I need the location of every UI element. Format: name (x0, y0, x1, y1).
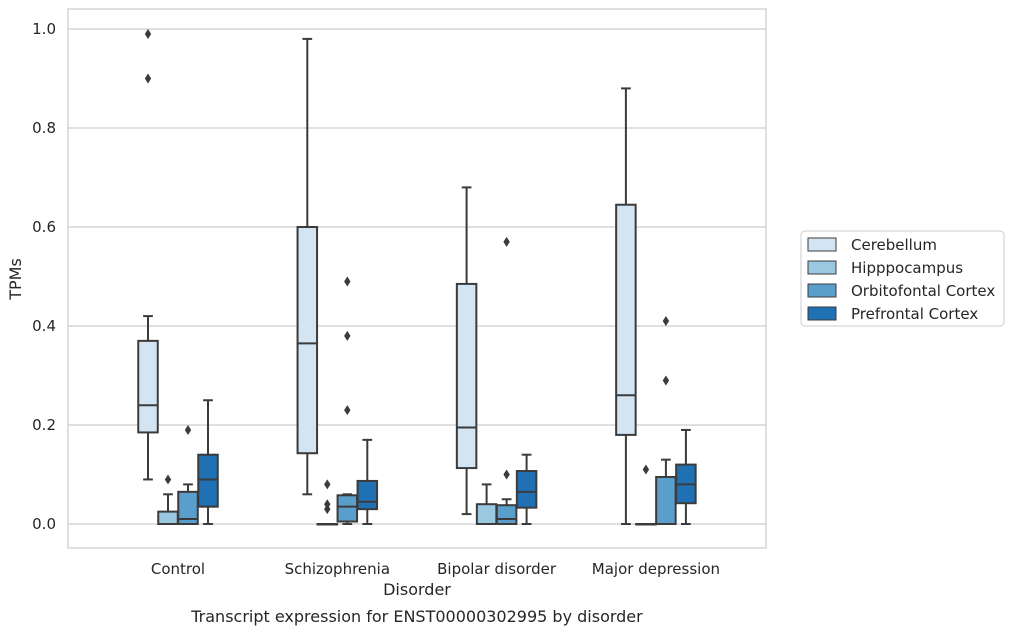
box-body-0-1 (157, 510, 179, 525)
outlier-0-2-0 (184, 424, 192, 435)
grid-layer (68, 28, 766, 525)
box-2-3 (515, 453, 538, 525)
y-tick-label-4: 0.8 (32, 119, 56, 137)
outlier-0-1-0 (164, 474, 172, 485)
outlier-2-2-0 (503, 469, 510, 480)
box-0-0 (137, 28, 159, 481)
boxes-layer (137, 28, 697, 526)
box-body-0-3 (197, 453, 219, 508)
box-1-3 (356, 438, 379, 525)
box-body-1-2 (336, 494, 359, 523)
box-3-2 (655, 316, 677, 526)
box-body-2-1 (475, 503, 498, 526)
y-tick-label-1: 0.2 (32, 416, 56, 434)
box-body-3-0 (615, 203, 637, 436)
outlier-0-0-0 (144, 73, 152, 84)
outlier-3-2-1 (662, 316, 670, 327)
legend: Cerebellum Hipppocampus Orbitofontal Corte… (800, 230, 1005, 327)
outlier-1-1-2 (324, 479, 331, 490)
outlier-1-2-2 (344, 276, 351, 287)
legend-swatch-0 (807, 237, 837, 252)
legend-swatch-1 (807, 260, 837, 275)
x-tick-label-1: Schizophrenia (285, 560, 390, 578)
outlier-1-2-1 (344, 330, 351, 341)
chart-caption: Transcript expression for ENST0000030299… (190, 607, 643, 626)
outlier-3-1-0 (642, 464, 650, 475)
box-2-2 (495, 236, 518, 526)
y-axis-title: TPMs (6, 258, 25, 301)
outlier-0-0-1 (144, 28, 152, 39)
box-body-1-0 (296, 226, 319, 455)
y-tick-label-0: 0.0 (32, 515, 56, 533)
outlier-2-2-1 (503, 236, 510, 247)
box-0-3 (197, 399, 219, 525)
box-1-1 (316, 479, 339, 526)
legend-label-2: Orbitofontal Cortex (851, 282, 995, 300)
box-body-3-2 (655, 475, 677, 526)
box-3-3 (675, 428, 697, 525)
x-axis-title: Disorder (383, 580, 451, 599)
x-tick-labels: Control Schizophrenia Bipolar disorder Majo… (151, 560, 720, 578)
box-body-0-0 (137, 339, 159, 434)
x-tick-label-2: Bipolar disorder (437, 560, 557, 578)
box-2-1 (475, 483, 498, 526)
legend-swatch-3 (807, 306, 837, 321)
box-body-2-2 (495, 504, 518, 526)
y-tick-labels: 0.0 0.2 0.4 0.6 0.8 1.0 (32, 20, 56, 533)
box-3-1 (635, 464, 657, 526)
legend-label-3: Prefrontal Cortex (851, 305, 978, 323)
box-2-0 (455, 186, 478, 516)
box-3-0 (615, 87, 637, 525)
x-tick-label-3: Major depression (592, 560, 720, 578)
box-body-0-2 (177, 490, 199, 526)
box-1-0 (296, 37, 319, 496)
outlier-3-2-0 (662, 375, 670, 386)
y-tick-label-3: 0.6 (32, 218, 56, 236)
y-tick-label-2: 0.4 (32, 317, 56, 335)
box-1-2 (336, 276, 359, 525)
legend-label-0: Cerebellum (851, 236, 937, 254)
box-0-2 (177, 424, 199, 526)
box-0-1 (157, 474, 179, 525)
legend-label-1: Hipppocampus (851, 259, 963, 277)
plot-frame (67, 8, 767, 549)
box-body-2-0 (455, 282, 478, 470)
legend-frame (800, 230, 1005, 327)
y-tick-label-5: 1.0 (32, 20, 56, 38)
box-body-2-3 (515, 470, 538, 509)
outlier-1-2-0 (344, 405, 351, 416)
outlier-1-1-1 (324, 499, 331, 510)
legend-swatch-2 (807, 283, 837, 298)
x-tick-label-0: Control (151, 560, 205, 578)
box-body-1-3 (356, 479, 379, 511)
